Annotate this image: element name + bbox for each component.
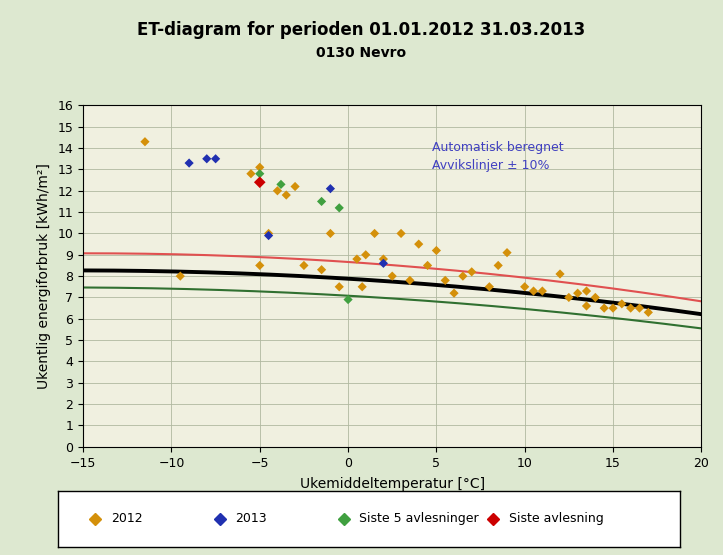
Point — [325, 184, 336, 193]
Point — [174, 272, 186, 281]
Point — [333, 204, 345, 213]
Point — [377, 259, 389, 268]
Point — [448, 289, 460, 297]
Point — [289, 182, 301, 191]
Point — [616, 299, 628, 308]
Point — [184, 159, 195, 168]
Point — [263, 229, 275, 238]
Point — [395, 229, 407, 238]
Point — [333, 282, 345, 291]
Point — [466, 268, 477, 276]
Text: ET-diagram for perioden 01.01.2012 31.03.2013: ET-diagram for perioden 01.01.2012 31.03… — [137, 21, 586, 39]
Point — [360, 250, 372, 259]
Point — [316, 265, 328, 274]
Point — [643, 308, 654, 317]
Point — [298, 261, 309, 270]
Point — [201, 154, 213, 163]
Point — [589, 293, 601, 302]
Point — [356, 282, 368, 291]
Point — [275, 180, 287, 189]
Point — [519, 282, 531, 291]
Point — [210, 154, 221, 163]
Point — [633, 304, 646, 312]
Point — [369, 229, 380, 238]
Point — [572, 289, 583, 297]
Point — [413, 240, 424, 249]
Point — [140, 137, 151, 146]
Point — [492, 261, 504, 270]
X-axis label: Ukemiddeltemperatur [°C]: Ukemiddeltemperatur [°C] — [299, 477, 485, 491]
Text: Siste avlesning: Siste avlesning — [509, 512, 604, 526]
Point — [431, 246, 442, 255]
Point — [528, 286, 539, 295]
Point — [563, 293, 575, 302]
Point — [555, 270, 566, 279]
Point — [325, 229, 336, 238]
Y-axis label: Ukentlig energiforbruk [kWh/m²]: Ukentlig energiforbruk [kWh/m²] — [37, 163, 51, 389]
Point — [581, 301, 592, 310]
Point — [581, 286, 592, 295]
Point — [254, 261, 265, 270]
Point — [501, 248, 513, 257]
Point — [316, 197, 328, 206]
Point — [484, 282, 495, 291]
Point — [440, 276, 451, 285]
Point — [281, 190, 292, 199]
Point — [254, 178, 265, 186]
Text: 2013: 2013 — [235, 512, 267, 526]
Point — [254, 169, 265, 178]
Point — [254, 163, 265, 171]
Point — [342, 295, 354, 304]
Text: Automatisk beregnet
Avvikslinjer ± 10%: Automatisk beregnet Avvikslinjer ± 10% — [432, 142, 564, 172]
Point — [377, 255, 389, 264]
Point — [607, 304, 619, 312]
Point — [263, 231, 275, 240]
Point — [351, 255, 363, 264]
Text: Siste 5 avlesninger: Siste 5 avlesninger — [359, 512, 479, 526]
Text: 0130 Nevro: 0130 Nevro — [317, 46, 406, 59]
Text: 2012: 2012 — [111, 512, 142, 526]
Point — [625, 304, 636, 312]
Point — [272, 186, 283, 195]
Point — [599, 304, 610, 312]
Point — [536, 286, 548, 295]
Point — [457, 272, 469, 281]
Point — [387, 272, 398, 281]
Point — [404, 276, 416, 285]
Point — [245, 169, 257, 178]
Point — [422, 261, 433, 270]
